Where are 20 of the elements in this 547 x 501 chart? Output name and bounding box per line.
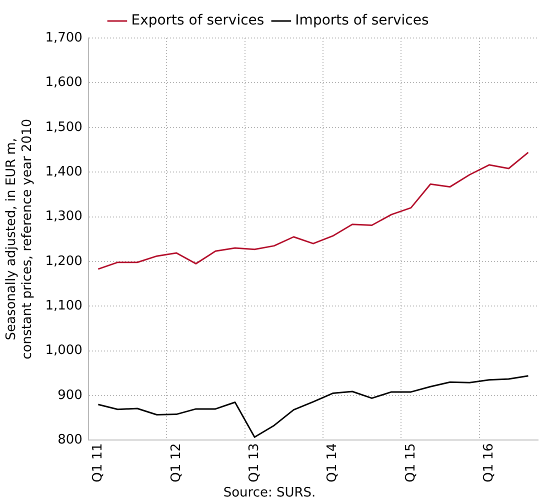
x-tick-label: Q1 15 bbox=[403, 443, 418, 482]
y-tick-label: 900 bbox=[58, 388, 82, 403]
x-tick-label: Q1 13 bbox=[246, 443, 262, 482]
y-tick-label: 1,000 bbox=[45, 343, 82, 358]
x-tick-label: Q1 16 bbox=[482, 443, 497, 482]
legend-label: Imports of services bbox=[295, 12, 429, 29]
y-tick-label: 1,100 bbox=[45, 298, 82, 314]
y-tick-label: 1,200 bbox=[45, 254, 82, 269]
y-tick-label: 1,300 bbox=[45, 209, 82, 224]
x-tick-label: Q1 11 bbox=[90, 443, 106, 482]
y-tick-label: 800 bbox=[58, 432, 82, 448]
x-tick-label: Q1 14 bbox=[325, 443, 340, 482]
source-note: Source: SURS. bbox=[223, 486, 316, 501]
y-tick-label: 1,400 bbox=[45, 164, 82, 180]
y-axis-title: Seasonally adjusted, in EUR m, constant prices, reference year 2010 bbox=[4, 118, 35, 360]
x-tick-label: Q1 12 bbox=[168, 443, 184, 482]
y-tick-label: 1,600 bbox=[45, 75, 82, 90]
y-tick-label: 1,500 bbox=[45, 120, 82, 135]
y-tick-label: 1,700 bbox=[45, 30, 82, 46]
legend-label: Exports of services bbox=[131, 12, 264, 29]
